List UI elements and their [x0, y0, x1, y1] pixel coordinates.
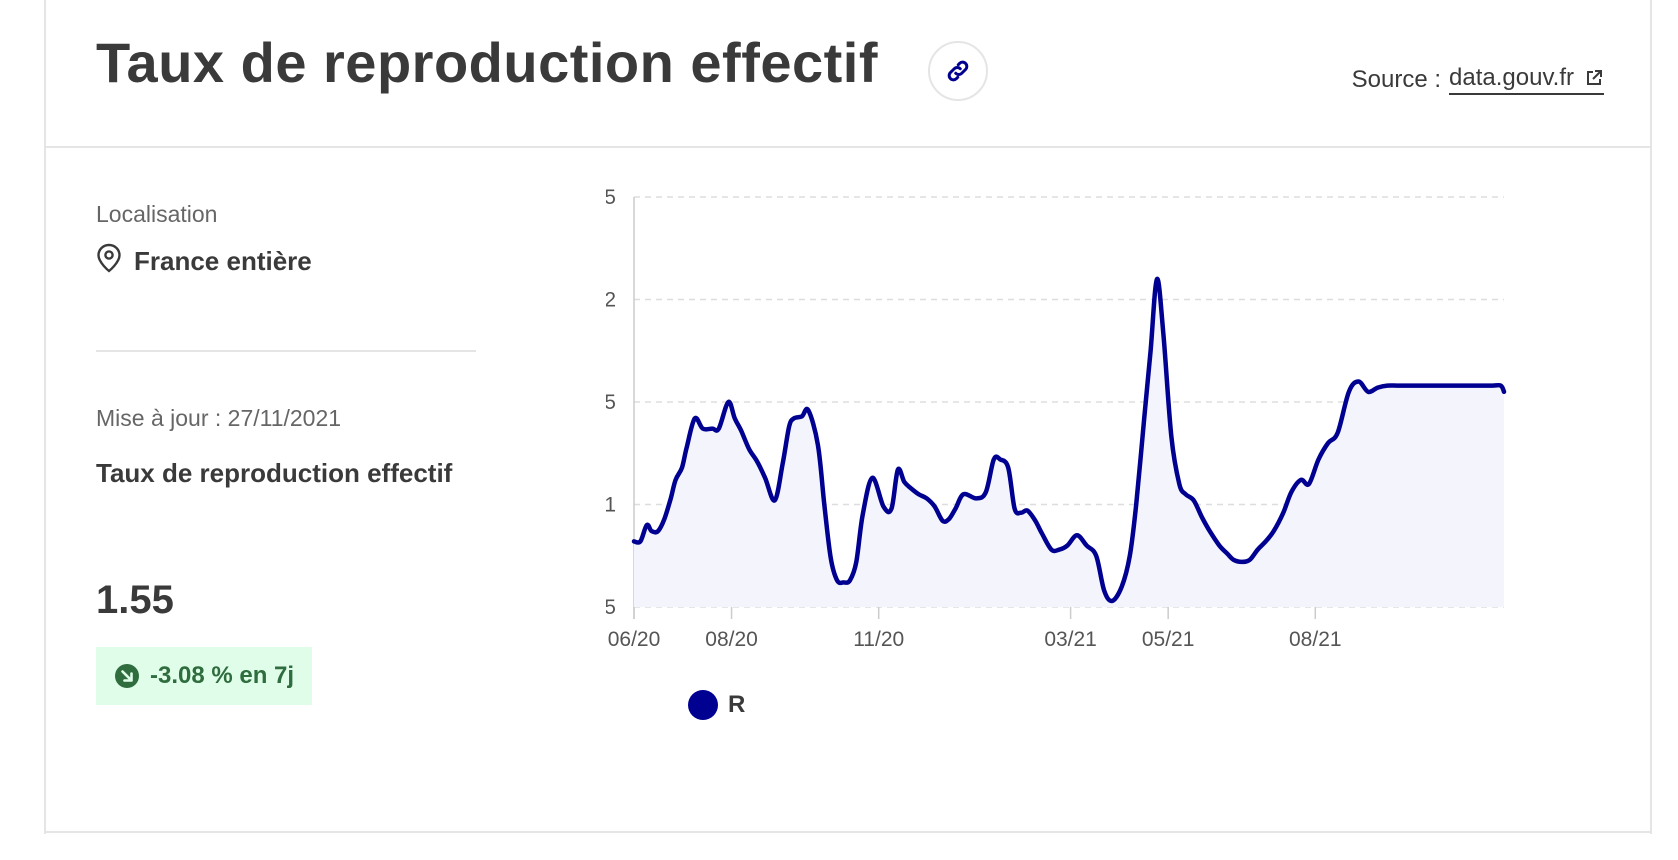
legend-label: R: [728, 691, 746, 718]
y-tick-label: 0.5: [606, 596, 616, 619]
chart: 2.5 2 1.5 1 0.5 06/20 08/20 11/20 03/21 05/21 08/2…: [606, 180, 1616, 800]
line-chart-svg: 2.5 2 1.5 1 0.5 06/20 08/20 11/20 03/21 05/21 08/2…: [606, 186, 1507, 651]
x-tick-label: 08/20: [705, 628, 758, 651]
source-link-text: data.gouv.fr: [1449, 64, 1574, 91]
series-line: [631, 276, 1507, 604]
y-tick-label: 1: [606, 494, 616, 517]
update-date: Mise à jour : 27/11/2021: [96, 405, 342, 431]
x-tick-label: 05/21: [1142, 628, 1195, 651]
trend-badge-text: -3.08 % en 7j: [150, 662, 295, 689]
metric-name: Taux de reproduction effectif: [96, 458, 453, 488]
map-pin-icon: [96, 243, 122, 273]
y-tick-label: 2.5: [606, 186, 616, 209]
divider: [96, 350, 476, 352]
source-link[interactable]: data.gouv.fr: [1449, 64, 1604, 95]
link-icon: [943, 56, 973, 86]
trend-badge: -3.08 % en 7j: [96, 647, 313, 705]
x-tick-label: 03/21: [1044, 628, 1097, 651]
x-tick-label: 06/20: [608, 628, 661, 651]
card-header: Taux de reproduction effectif Source : d…: [46, 0, 1650, 148]
location-selector[interactable]: France entière: [96, 243, 312, 277]
page-title: Taux de reproduction effectif: [96, 31, 878, 94]
arrow-down-right-icon: [114, 663, 140, 689]
chart-legend[interactable]: R: [688, 690, 745, 720]
x-tick-label: 08/21: [1289, 628, 1342, 651]
legend-marker: [688, 690, 718, 720]
metric-value: 1.55: [96, 578, 174, 622]
indicator-card: Taux de reproduction effectif Source : d…: [44, 0, 1652, 834]
x-tick-label: 11/20: [853, 628, 904, 651]
y-tick-label: 2: [606, 289, 616, 312]
source-label: Source :: [1351, 65, 1442, 93]
copy-link-button[interactable]: [928, 41, 988, 101]
series-area: [634, 278, 1504, 607]
location-value: France entière: [134, 246, 312, 276]
external-link-icon: [1584, 68, 1604, 88]
location-label: Localisation: [96, 201, 218, 227]
source-attribution: Source : data.gouv.fr: [1352, 64, 1604, 95]
card-footer-divider: [46, 831, 1650, 833]
y-tick-label: 1.5: [606, 391, 616, 414]
